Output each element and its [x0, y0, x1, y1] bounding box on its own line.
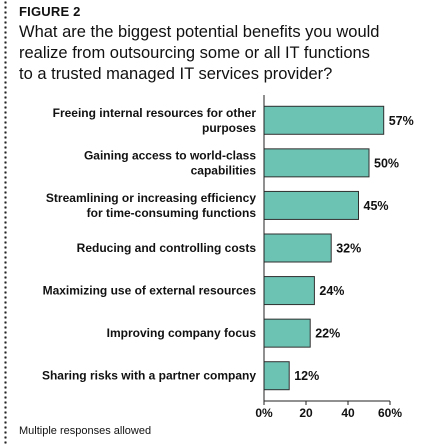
- chart-question: What are the biggest potential benefits …: [19, 22, 419, 85]
- category-label-1: Freeing internal resources for other purp…: [53, 106, 257, 135]
- bar-3: [263, 190, 359, 220]
- category-label-3-line-1: Streamlining or increasing efficiency: [46, 191, 256, 205]
- category-label-2: Gaining access to world-class capabilitie…: [84, 148, 256, 177]
- category-label-3: Streamlining or increasing efficiency for…: [46, 191, 256, 220]
- bar-2: [263, 148, 370, 178]
- bar-5: [263, 276, 315, 306]
- bar-1: [263, 105, 385, 135]
- value-label-7: 12%: [294, 369, 319, 383]
- dotted-border: [4, 0, 7, 444]
- figure-label: FIGURE 2: [19, 4, 81, 19]
- question-line-1: What are the biggest potential benefits …: [19, 23, 380, 41]
- value-label-3: 45%: [364, 199, 389, 213]
- bar-6: [263, 318, 311, 348]
- category-label-7: Sharing risks with a partner company: [42, 369, 256, 383]
- category-label-5-line-1: Maximizing use of external resources: [43, 284, 257, 298]
- category-label-3-line-2: for time-consuming functions: [87, 206, 257, 220]
- category-label-1-line-2: purposes: [202, 121, 256, 135]
- value-label-6: 22%: [315, 327, 340, 341]
- value-label-4: 32%: [336, 242, 361, 256]
- question-line-3: to a trusted managed IT services provide…: [19, 65, 333, 83]
- x-tick-label-3: 40: [341, 406, 355, 420]
- category-label-6-line-1: Improving company focus: [107, 326, 257, 340]
- category-label-4-line-1: Reducing and controlling costs: [77, 241, 257, 255]
- category-label-1-line-1: Freeing internal resources for other: [53, 106, 257, 120]
- value-label-5: 24%: [319, 284, 344, 298]
- category-label-6: Improving company focus: [107, 326, 257, 340]
- value-label-1: 57%: [389, 114, 414, 128]
- category-label-4: Reducing and controlling costs: [77, 241, 257, 255]
- footnote: Multiple responses allowed: [19, 425, 152, 437]
- question-line-2: realize from outsourcing some or all IT …: [19, 44, 370, 62]
- bar-7: [263, 361, 290, 391]
- value-label-2: 50%: [374, 156, 399, 170]
- category-label-7-line-1: Sharing risks with a partner company: [42, 369, 256, 383]
- category-label-5: Maximizing use of external resources: [43, 284, 257, 298]
- x-tick-label-4: 60%: [378, 406, 402, 420]
- bar-4: [263, 233, 332, 263]
- x-tick-label-2: 20: [299, 406, 313, 420]
- category-label-2-line-1: Gaining access to world-class: [84, 148, 256, 162]
- category-label-2-line-2: capabilities: [191, 163, 257, 177]
- x-tick-label-1: 0%: [255, 406, 273, 420]
